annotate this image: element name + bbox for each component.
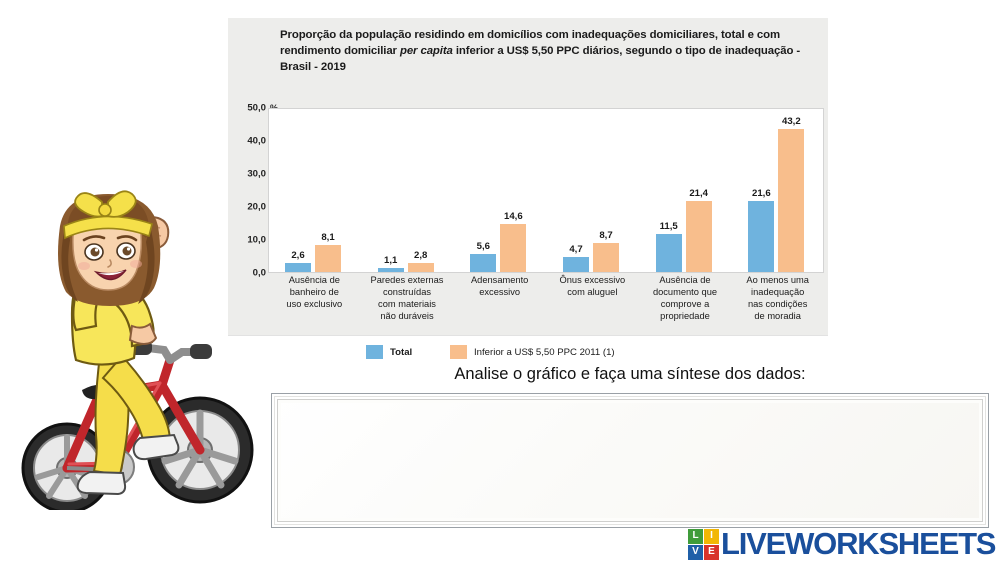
legend-item: Total — [366, 345, 412, 359]
logo-tile-v: V — [688, 544, 703, 560]
bar-total — [377, 268, 404, 272]
x-axis-category-line: Ônus excessivo — [559, 275, 626, 285]
bar-poor — [315, 245, 341, 272]
legend-swatch — [450, 345, 467, 359]
bar-value-label: 8,7 — [599, 230, 613, 242]
chart-title-italic: per capita — [399, 45, 453, 58]
x-axis-category-line: construídas — [382, 286, 432, 297]
x-axis-category-label: Ausência de banheiro de uso exclusivo — [268, 275, 361, 311]
chart-legend: Total Inferior a US$ 5,50 PPC 2011 (1) — [228, 335, 828, 369]
logo-wordmark: LIVEWORKSHEETS — [721, 526, 996, 561]
bar-group: 2,6 8,1 — [269, 107, 362, 272]
x-axis-category-line: comprove a — [660, 298, 710, 309]
chart-title-line-2a: total e com rendimento domiciliar — [280, 29, 781, 58]
prompt-text: Analise o gráfico e faça uma síntese dos… — [454, 365, 806, 383]
chart-title-line-1: Proporção da população residindo em domi… — [280, 29, 721, 41]
bar-group: 21,6 43,2 — [732, 107, 825, 272]
y-axis-tick: 50,0 — [247, 102, 266, 114]
bar-group: 5,6 14,6 — [454, 107, 547, 272]
bar-value-label: 4,7 — [569, 243, 583, 255]
x-axis-category-line: nas condições — [747, 298, 808, 309]
girl-on-bicycle-bitmoji — [4, 180, 270, 514]
x-axis-category-line: de moradia — [754, 310, 801, 321]
chart-title-line-2b: inferior a US$ 5,50 PPC diários, — [452, 45, 626, 58]
bar-value-label: 1,1 — [383, 255, 398, 267]
logo-tile-e: E — [704, 544, 719, 560]
bar-value-label: 5,6 — [476, 240, 490, 252]
chart-title: Proporção da população residindo em domi… — [280, 27, 820, 76]
x-axis-category-label: Ônus excessivo com aluguel — [546, 275, 639, 299]
x-axis-category-line: Ausência de — [288, 275, 340, 285]
legend-swatch — [366, 345, 383, 359]
x-axis-category-line: banheiro de — [289, 286, 339, 297]
bar-poor — [407, 262, 434, 272]
answer-input[interactable] — [284, 406, 982, 521]
x-axis-category-line: Ao menos uma — [746, 275, 809, 285]
bar-value-label: 43,2 — [781, 116, 801, 128]
x-axis-category-line: Ausência de — [659, 275, 711, 285]
bar-poor — [778, 129, 805, 272]
x-axis-category-line: Adensamento — [470, 275, 529, 285]
x-axis-category-line: propriedade — [660, 310, 710, 321]
y-axis-tick: 40,0 — [247, 135, 266, 147]
bar-value-label: 14,6 — [503, 210, 523, 222]
x-axis-category-line: uso exclusivo — [286, 298, 343, 309]
y-axis-tick: 0,0 — [252, 267, 266, 279]
legend-label: Total — [390, 346, 413, 358]
bar-group: 4,7 8,7 — [547, 107, 640, 272]
y-axis: 0,0 10,0 20,0 30,0 40,0 50,0 — [228, 103, 266, 279]
x-axis-category-line: com materiais — [378, 298, 436, 309]
bar-total — [285, 263, 311, 272]
x-axis-category-label: Ausência de documento que comprove a propri… — [639, 275, 732, 323]
x-axis-category-label: Adensamento excessivo — [453, 275, 546, 299]
chart-panel: Proporção da população residindo em domi… — [228, 18, 828, 369]
bar-value-label: 8,1 — [321, 232, 335, 244]
logo-tile-l: L — [688, 528, 703, 544]
bar-value-label: 21,6 — [751, 187, 771, 199]
x-axis-category-label: Ao menos uma inadequação nas condições de m… — [731, 275, 824, 323]
bar-value-label: 11,5 — [659, 221, 678, 233]
bar-total — [470, 253, 497, 272]
bar-value-label: 21,4 — [689, 188, 708, 200]
logo-tile-i: I — [704, 528, 719, 544]
answer-box[interactable] — [271, 393, 989, 528]
x-axis-category-line: documento que — [652, 286, 718, 297]
chart-title-line-3: segundo o tipo de inadequação - Brasil -… — [280, 45, 801, 74]
y-axis-tick: 10,0 — [247, 234, 266, 246]
x-axis-category-labels: Ausência de banheiro de uso exclusivo Pared… — [268, 275, 824, 337]
legend-item: Inferior a US$ 5,50 PPC 2011 (1) — [450, 345, 615, 359]
y-axis-tick: 30,0 — [247, 168, 266, 180]
bar-group: 11,5 21,4 — [640, 107, 733, 272]
bar-poor — [593, 243, 619, 272]
x-axis-category-line: não duráveis — [380, 310, 434, 321]
x-axis-category-line: com aluguel — [567, 286, 618, 297]
plot-area: 2,6 8,1 1,1 2,8 5,6 14,6 4,7 8,7 11,5 21,4 21,6 43,… — [268, 108, 824, 273]
bar-poor — [685, 201, 712, 272]
x-axis-category-line: Paredes externas — [370, 275, 444, 285]
bar-total — [655, 234, 682, 272]
x-axis-category-line: inadequação — [751, 286, 805, 297]
bar-value-label: 2,6 — [291, 250, 305, 262]
legend-label: Inferior a US$ 5,50 PPC 2011 (1) — [474, 346, 615, 358]
bar-group: 1,1 2,8 — [362, 107, 455, 272]
x-axis-category-line: excessivo — [479, 286, 521, 297]
bar-total — [563, 256, 589, 272]
bar-poor — [500, 223, 527, 272]
x-axis-category-label: Paredes externas construídas com materiais… — [361, 275, 454, 323]
y-axis-tick: 20,0 — [247, 201, 266, 213]
bar-total — [748, 200, 775, 272]
bar-value-label: 2,8 — [413, 249, 428, 261]
